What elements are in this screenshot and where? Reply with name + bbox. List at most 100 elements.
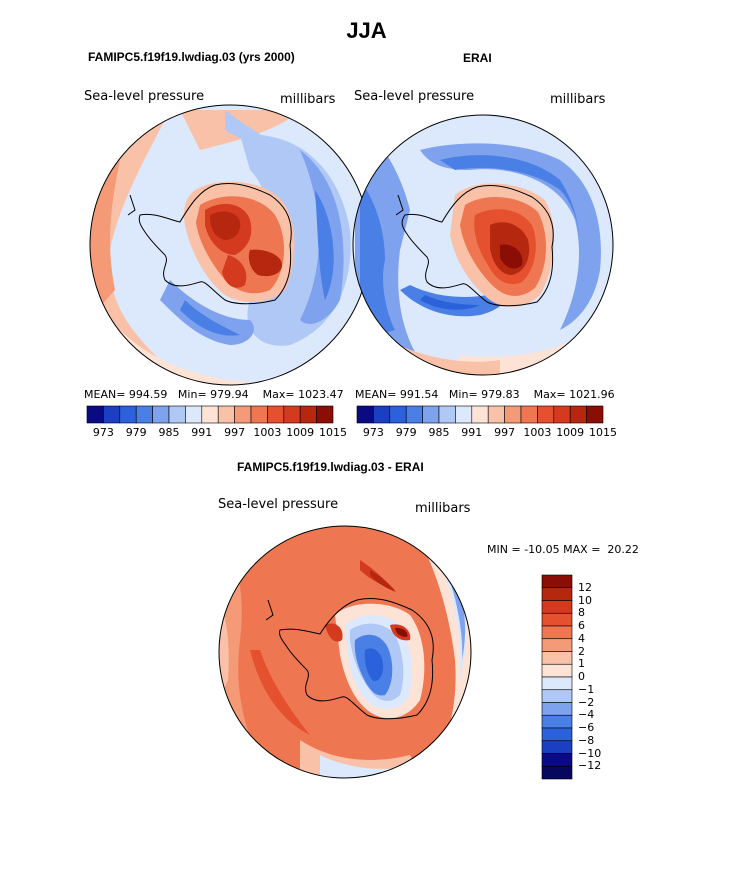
panel2-colorbar-tick-label: 1009 — [556, 426, 585, 439]
panel3-colorbar-tick-label: 0 — [578, 670, 585, 683]
panel2-colorbar-box — [520, 405, 538, 424]
panel3-colorbar-tick-label: −12 — [578, 759, 602, 773]
panel2-min-value: 979.83 — [481, 388, 520, 401]
panel2-colorbar-tick-label: 985 — [428, 426, 450, 439]
panel3-colorbar-box — [541, 765, 573, 780]
panel2-colorbar-tick-label: 1015 — [589, 426, 617, 439]
panel1-colorbar-box — [283, 405, 301, 424]
panel1-colorbar-box — [103, 405, 121, 424]
panel2-colorbar-tick-label: 1003 — [523, 426, 552, 439]
panel3-colorbar-box — [541, 702, 573, 716]
panel2-max-label: Max= — [533, 388, 566, 401]
panel3-colorbar-box — [541, 651, 573, 665]
panel3-max-value: 20.22 — [607, 543, 639, 556]
panel2-colorbar-box — [504, 405, 522, 424]
panel1-colorbar-box — [86, 405, 104, 424]
panel1-variable-label: Sea-level pressure — [84, 89, 205, 104]
panel1-colorbar-box — [168, 405, 186, 424]
panel2-colorbar — [356, 405, 604, 424]
panel3-colorbar-box — [541, 740, 573, 754]
panel2-colorbar-tick-label: 973 — [362, 426, 384, 439]
panel2-stats: MEAN= 991.54 Min= 979.83 Max= 1021.96 — [355, 388, 615, 401]
panel1-colorbar — [86, 405, 334, 424]
panel3-colorbar-tick-label: −10 — [578, 746, 602, 760]
panel1-colorbar-box — [135, 405, 153, 424]
panel3-colorbar-box — [541, 638, 573, 652]
panel2-colorbar-box — [471, 405, 489, 424]
panel3-colorbar-box — [541, 600, 573, 614]
panel1-colorbar-tick-label: 973 — [92, 426, 114, 439]
panel1-colorbar-tick-label: 991 — [191, 426, 213, 439]
panel2-colorbar-box — [569, 405, 587, 424]
panel3-colorbar-box — [541, 574, 573, 589]
panel2-title: ERAI — [463, 51, 492, 65]
panel3-colorbar-box — [541, 753, 573, 767]
panel2-variable-label: Sea-level pressure — [354, 89, 475, 104]
figure-title: JJA — [346, 18, 387, 43]
panel1-colorbar-box — [234, 405, 252, 424]
panel3-colorbar-tick-label: 6 — [578, 619, 585, 632]
panel1-colorbar-box — [185, 405, 203, 424]
panel3-colorbar-tick-label: −1 — [578, 682, 595, 696]
panel3-title: FAMIPC5.f19f19.lwdiag.03 - ERAI — [237, 460, 424, 474]
panel1-colorbar-box — [316, 405, 334, 424]
panel2-colorbar-box — [586, 405, 604, 424]
panel2-colorbar-box — [438, 405, 456, 424]
panel2-colorbar-box — [405, 405, 423, 424]
panel3-min-label: MIN = — [487, 543, 521, 556]
panel3-colorbar-tick-label: −6 — [578, 721, 595, 734]
panel2-colorbar-box — [373, 405, 391, 424]
panel2-max-value: 1021.96 — [569, 388, 615, 401]
panel1-min-value: 979.94 — [210, 388, 249, 401]
panel3-colorbar-tick-label: 1 — [578, 657, 585, 671]
panel1-colorbar-box — [299, 405, 317, 424]
panel1-colorbar-tick-label: 997 — [224, 426, 246, 439]
panel2-colorbar-tick-label: 979 — [395, 426, 417, 439]
panel2-colorbar-box — [356, 405, 374, 424]
panel1-colorbar-tick-label: 985 — [158, 426, 180, 439]
panel1-colorbar-box — [201, 405, 219, 424]
panel3-colorbar-box — [541, 714, 573, 729]
panel3-colorbar-box — [541, 727, 573, 742]
panel3-colorbar-tick-label: −8 — [578, 733, 595, 747]
panel3-variable-label: Sea-level pressure — [218, 497, 339, 512]
panel3-max-label: MAX = — [563, 543, 601, 556]
panel3-stats: MIN = -10.05 MAX = 20.22 — [487, 543, 639, 556]
panel2-colorbar-tick-label: 997 — [494, 426, 516, 439]
panel3-colorbar-tick-label: 12 — [578, 580, 592, 594]
panel3-colorbar-box — [541, 625, 573, 640]
panel3-colorbar-tick-label: −2 — [578, 695, 595, 709]
panel1-colorbar-box — [267, 405, 285, 424]
panel3-colorbar-box — [541, 676, 573, 691]
panel3-colorbar-box — [541, 612, 573, 627]
panel3-colorbar-tick-label: −4 — [578, 708, 595, 722]
panel3-colorbar-box — [541, 587, 573, 601]
panel2-colorbar-box — [422, 405, 440, 424]
panel1-colorbar-tick-label: 1015 — [319, 426, 347, 439]
panel2-colorbar-box — [553, 405, 571, 424]
panel3-colorbar-tick-label: 8 — [578, 606, 585, 620]
panel3-colorbar-box — [541, 689, 573, 703]
panel3-map — [219, 526, 471, 778]
panel3-colorbar-tick-label: 2 — [578, 644, 585, 658]
panel3-colorbar-tick-label: 4 — [578, 631, 585, 645]
panel1-title: FAMIPC5.f19f19.lwdiag.03 (yrs 2000) — [88, 50, 295, 64]
panel1-colorbar-box — [119, 405, 137, 424]
panel1-max-label: Max= — [262, 388, 295, 401]
panel1-colorbar-tick-label: 979 — [125, 426, 147, 439]
panel1-colorbar-box — [250, 405, 268, 424]
panel1-min-label: Min= — [177, 388, 207, 401]
panel1-max-value: 1023.47 — [298, 388, 344, 401]
panel1-colorbar-box — [217, 405, 235, 424]
panel1-colorbar-tick-label: 1009 — [286, 426, 315, 439]
panel3-min-value: -10.05 — [524, 543, 560, 556]
panel2-colorbar-box — [487, 405, 505, 424]
panel1-mean-value: 994.59 — [128, 388, 168, 401]
panel1-colorbar-tick-label: 1003 — [253, 426, 282, 439]
panel1-stats: MEAN= 994.59 Min= 979.94 Max= 1023.47 — [84, 388, 344, 401]
panel2-colorbar-tick-label: 991 — [461, 426, 483, 439]
panel3-colorbar-tick-label: 10 — [578, 593, 592, 607]
panel2-mean-value: 991.54 — [399, 388, 439, 401]
panel2-units-label: millibars — [550, 92, 606, 107]
